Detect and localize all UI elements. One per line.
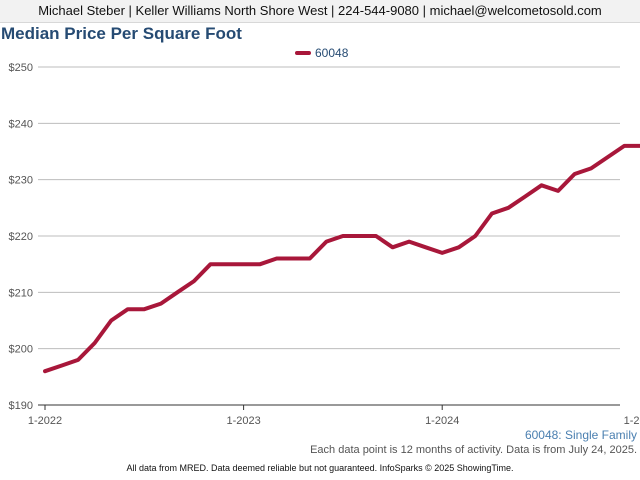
chart-title: Median Price Per Square Foot <box>1 24 242 43</box>
x-tick-label: 1-2025 <box>624 415 640 427</box>
y-tick-label: $220 <box>9 231 33 243</box>
series-line-60048 <box>43 143 640 374</box>
x-tick-label: 1-2022 <box>28 415 62 427</box>
contact-header: Michael Steber | Keller Williams North S… <box>0 0 640 23</box>
y-tick-label: $210 <box>9 287 33 299</box>
y-tick-label: $200 <box>9 344 33 356</box>
x-tick-label: 1-2024 <box>425 415 459 427</box>
data-note: Each data point is 12 months of activity… <box>310 444 637 456</box>
legend-swatch-60048 <box>295 51 311 55</box>
x-tick-label: 1-2023 <box>226 415 260 427</box>
y-tick-label: $250 <box>9 62 33 74</box>
footer-disclaimer: All data from MRED. Data deemed reliable… <box>126 463 514 473</box>
legend-label-60048: 60048 <box>315 46 349 60</box>
y-tick-label: $230 <box>9 175 33 187</box>
y-tick-label: $190 <box>9 400 33 412</box>
y-tick-label: $240 <box>9 118 33 130</box>
series-caption: 60048: Single Family <box>524 428 637 442</box>
chart-legend: 60048 <box>295 45 348 61</box>
line-chart: $190 $200 $210 $220 $230 $240 $250 1-2022 1-2023… <box>9 62 640 427</box>
